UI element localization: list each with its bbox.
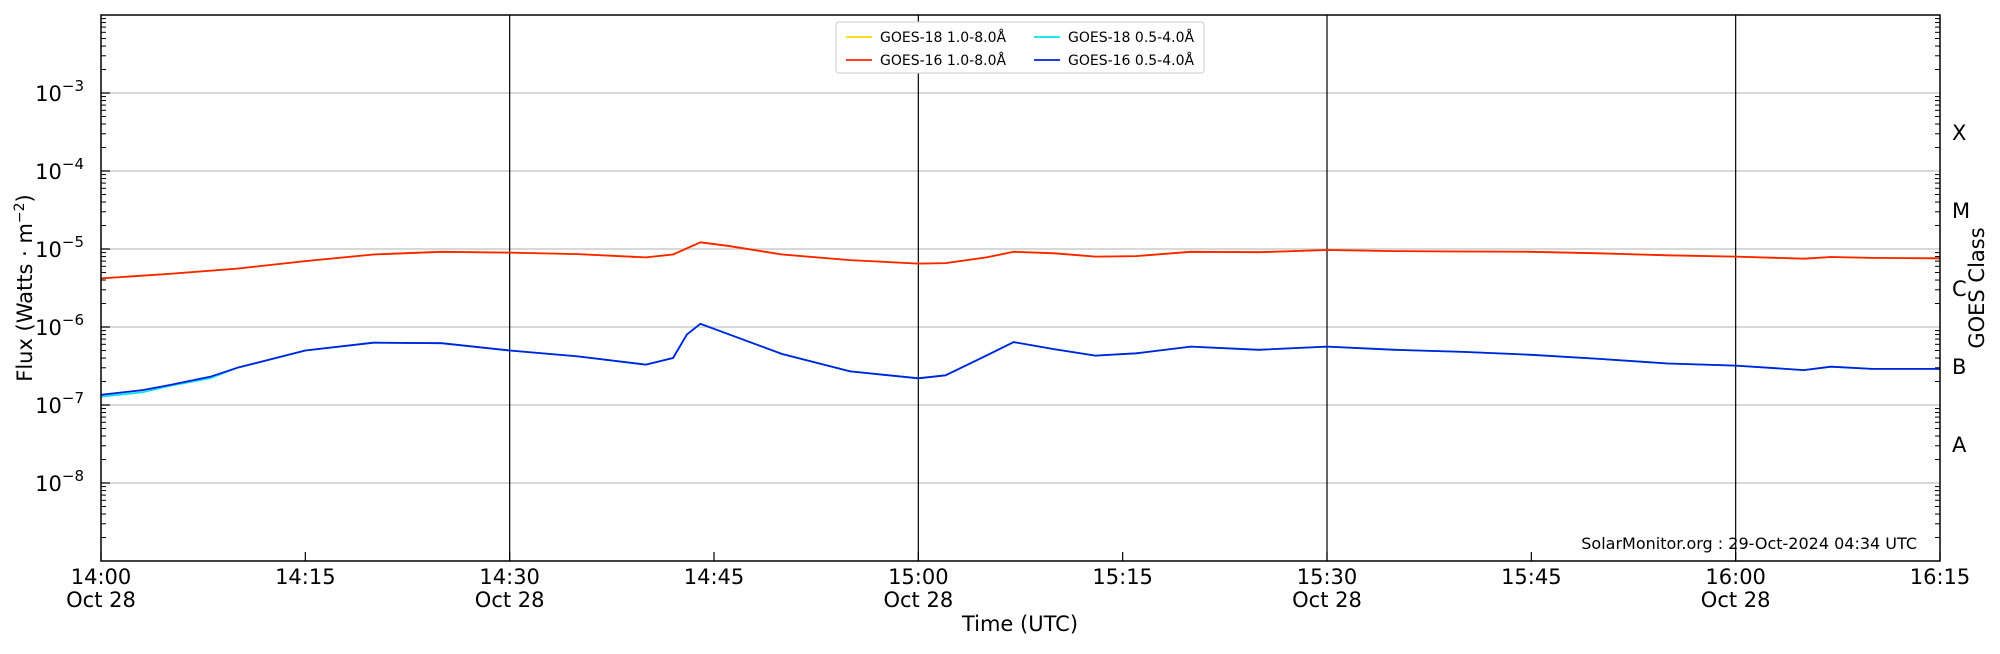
y-tick-exponent: −3	[62, 77, 84, 95]
goes-class-label: M	[1952, 199, 1970, 223]
y-tick-label: 10−5	[35, 233, 84, 262]
grid-layer	[101, 92, 1940, 484]
y-tick-exponent: −8	[62, 467, 84, 485]
goes-class-label: A	[1952, 433, 1967, 457]
goes-class-label: C	[1952, 277, 1967, 301]
legend-entry: GOES-16 1.0-8.0Å	[846, 52, 1006, 69]
x-tick-label: 15:30	[1297, 565, 1358, 589]
credit-annotation: SolarMonitor.org : 29-Oct-2024 04:34 UTC	[1581, 534, 1917, 553]
x-tick-label: 14:45	[684, 565, 745, 589]
goes-class-labels: A B C M X	[1952, 121, 1970, 457]
goes-class-label: B	[1952, 355, 1966, 379]
y-tick-exponent: −4	[62, 155, 84, 173]
series-layer	[100, 241, 1941, 398]
legend-label: GOES-16 1.0-8.0Å	[880, 52, 1006, 69]
x-tick-date-label: Oct 28	[1292, 588, 1362, 612]
x-tick-label: 16:00	[1705, 565, 1766, 589]
y-tick-label: 10−3	[35, 77, 84, 106]
x-tick-label: 16:15	[1910, 565, 1971, 589]
x-tick-date-label: Oct 28	[66, 588, 136, 612]
y-tick-label: 10−7	[35, 389, 84, 418]
legend-label: GOES-18 0.5-4.0Å	[1068, 29, 1194, 46]
y-tick-exponent: −7	[62, 389, 84, 407]
y-axis-title-exponent: −2	[12, 202, 28, 223]
x-tick-label: 15:00	[888, 565, 949, 589]
x-tick-date-label: Oct 28	[1701, 588, 1771, 612]
y-axis-title-main: Flux (Watts · m	[13, 223, 37, 382]
y-tick-base: 10	[35, 238, 62, 262]
legend-label: GOES-18 1.0-8.0Å	[880, 29, 1006, 46]
legend-entry: GOES-18 0.5-4.0Å	[1034, 29, 1194, 46]
legend-label: GOES-16 0.5-4.0Å	[1068, 52, 1194, 69]
y-tick-base: 10	[35, 82, 62, 106]
y-axis-title: Flux (Watts · m−2)	[12, 194, 37, 382]
x-tick-label: 14:30	[479, 565, 540, 589]
y-tick-exponent: −5	[62, 233, 84, 251]
y-tick-label: 10−8	[35, 467, 84, 496]
y-tick-exponent: −6	[62, 311, 84, 329]
y-ticks: 10−810−710−610−510−410−3	[35, 18, 1940, 539]
y-tick-base: 10	[35, 394, 62, 418]
vertical-time-lines	[509, 15, 1737, 561]
legend-entry: GOES-18 1.0-8.0Å	[846, 29, 1006, 46]
x-tick-date-label: Oct 28	[475, 588, 545, 612]
x-tick-date-label: Oct 28	[883, 588, 953, 612]
x-tick-label: 14:15	[275, 565, 336, 589]
legend: GOES-18 1.0-8.0Å GOES-18 0.5-4.0Å GOES-16 …	[835, 21, 1205, 74]
y-axis-title-close: )	[13, 194, 37, 202]
x-tick-label: 15:45	[1501, 565, 1562, 589]
y-tick-base: 10	[35, 160, 62, 184]
y-tick-label: 10−6	[35, 311, 84, 340]
legend-entry: GOES-16 0.5-4.0Å	[1034, 52, 1194, 69]
y-tick-label: 10−4	[35, 155, 84, 184]
series-line	[100, 241, 1941, 280]
series-line	[100, 322, 1940, 396]
y2-axis-title: GOES Class	[1965, 227, 1989, 348]
x-tick-label: 14:00	[71, 565, 132, 589]
x-axis-title: Time (UTC)	[961, 612, 1078, 636]
legend-box	[835, 21, 1205, 74]
y-tick-base: 10	[35, 316, 62, 340]
plot-frame	[100, 14, 1941, 562]
y-tick-base: 10	[35, 472, 62, 496]
x-tick-label: 15:15	[1092, 565, 1153, 589]
goes-class-label: X	[1952, 121, 1966, 145]
